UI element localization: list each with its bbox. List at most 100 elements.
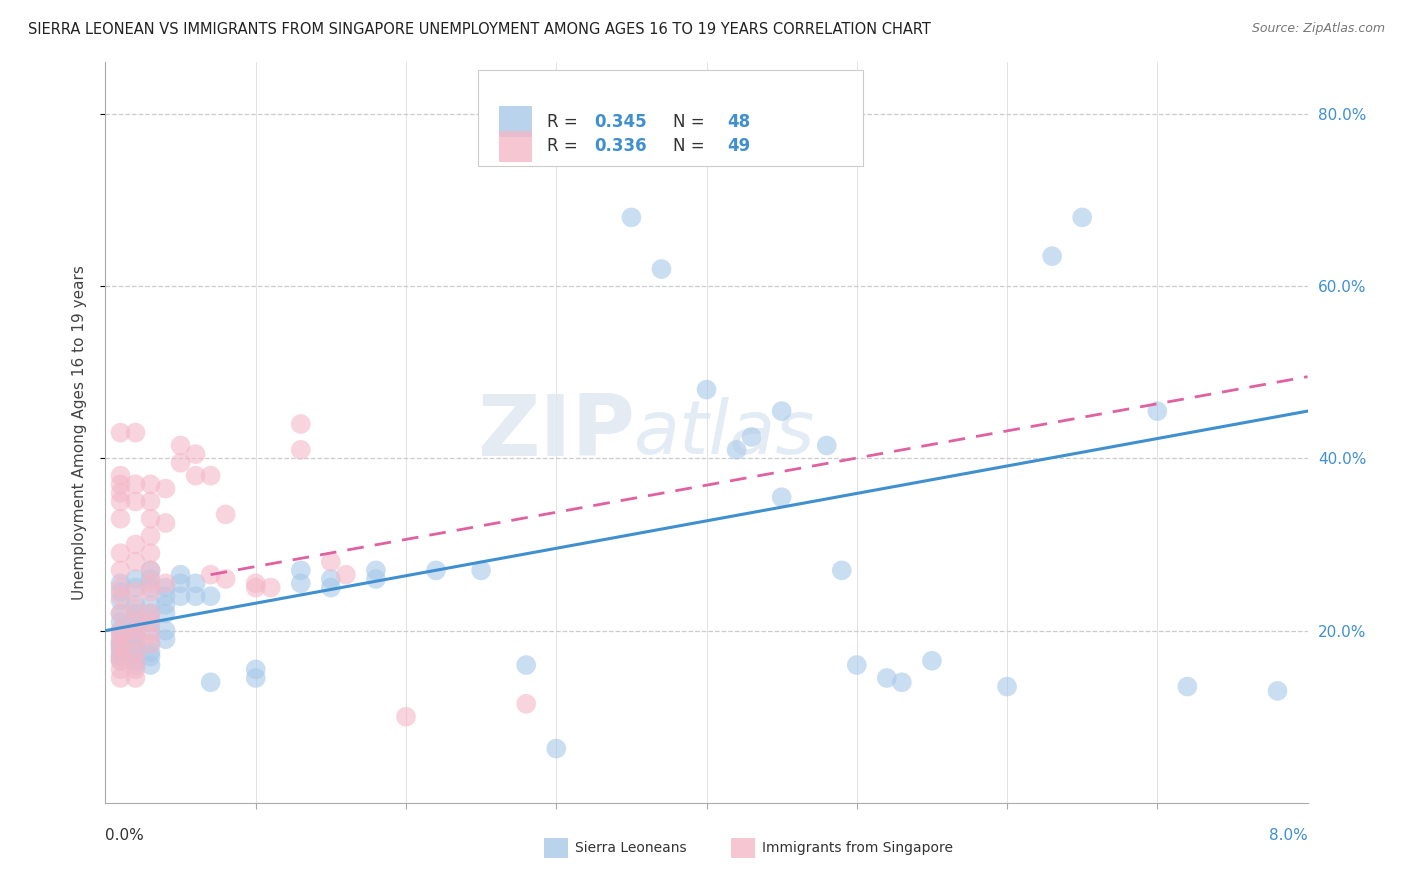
Point [995, 680, 1018, 694]
Point [546, 741, 568, 756]
Point [110, 576, 132, 591]
Point [169, 438, 191, 452]
Point [110, 477, 132, 491]
Point [319, 572, 342, 586]
Point [139, 649, 162, 664]
Point [890, 675, 912, 690]
Y-axis label: Unemployment Among Ages 16 to 19 years: Unemployment Among Ages 16 to 19 years [72, 265, 87, 600]
Point [124, 494, 146, 508]
Point [741, 430, 763, 444]
Point [169, 456, 191, 470]
Text: Immigrants from Singapore: Immigrants from Singapore [762, 841, 953, 855]
Point [1175, 680, 1198, 694]
Text: 0.0%: 0.0% [105, 828, 145, 843]
Point [124, 615, 146, 629]
Point [290, 417, 312, 431]
Point [110, 563, 132, 577]
Point [110, 671, 132, 685]
Point [110, 593, 132, 607]
Point [184, 576, 207, 591]
Point [139, 636, 162, 650]
Text: 8.0%: 8.0% [1268, 828, 1308, 843]
Text: ZIP: ZIP [477, 391, 634, 475]
Point [139, 563, 162, 577]
Point [110, 624, 132, 638]
Text: atlas: atlas [634, 397, 815, 468]
Point [110, 624, 132, 638]
Point [124, 654, 146, 668]
Point [110, 640, 132, 655]
Bar [544, 838, 568, 858]
Point [139, 581, 162, 595]
Point [1267, 684, 1289, 698]
Point [335, 567, 357, 582]
Point [139, 494, 162, 508]
Point [124, 658, 146, 673]
Point [110, 607, 132, 621]
Point [725, 442, 748, 457]
Point [124, 671, 146, 685]
Point [169, 589, 191, 603]
Point [110, 632, 132, 647]
Point [139, 658, 162, 673]
Point [515, 658, 537, 673]
Point [124, 640, 146, 655]
Point [139, 576, 162, 591]
Point [470, 563, 492, 577]
Point [110, 662, 132, 676]
Point [124, 602, 146, 616]
Point [290, 442, 312, 457]
Point [815, 438, 838, 452]
Point [245, 671, 267, 685]
Point [110, 615, 132, 629]
Point [110, 649, 132, 664]
Point [770, 490, 793, 504]
Point [921, 654, 943, 668]
Point [184, 589, 207, 603]
Point [319, 555, 342, 569]
Point [139, 645, 162, 659]
Text: 0.336: 0.336 [595, 137, 647, 155]
Point [124, 632, 146, 647]
Point [110, 636, 132, 650]
Point [110, 512, 132, 526]
Point [110, 649, 132, 664]
Point [124, 628, 146, 642]
Point [155, 607, 177, 621]
Point [110, 494, 132, 508]
Point [319, 581, 342, 595]
Text: 0.345: 0.345 [595, 112, 647, 130]
Point [124, 624, 146, 638]
Point [214, 508, 236, 522]
Point [1146, 404, 1168, 418]
Point [124, 477, 146, 491]
Point [139, 615, 162, 629]
Point [139, 546, 162, 560]
Point [139, 585, 162, 599]
Point [1071, 211, 1094, 225]
Bar [499, 106, 533, 137]
Point [110, 468, 132, 483]
Point [124, 572, 146, 586]
Point [260, 581, 283, 595]
Point [364, 563, 387, 577]
Point [124, 537, 146, 551]
Point [184, 468, 207, 483]
Point [139, 615, 162, 629]
Point [620, 211, 643, 225]
Point [155, 576, 177, 591]
Point [110, 636, 132, 650]
Point [200, 468, 222, 483]
Point [124, 425, 146, 440]
Point [124, 624, 146, 638]
Text: N =: N = [673, 137, 710, 155]
Point [515, 697, 537, 711]
Point [169, 567, 191, 582]
Point [200, 567, 222, 582]
Text: R =: R = [547, 137, 582, 155]
Point [245, 662, 267, 676]
Point [110, 585, 132, 599]
Point [124, 662, 146, 676]
Point [155, 516, 177, 530]
Text: 49: 49 [727, 137, 751, 155]
